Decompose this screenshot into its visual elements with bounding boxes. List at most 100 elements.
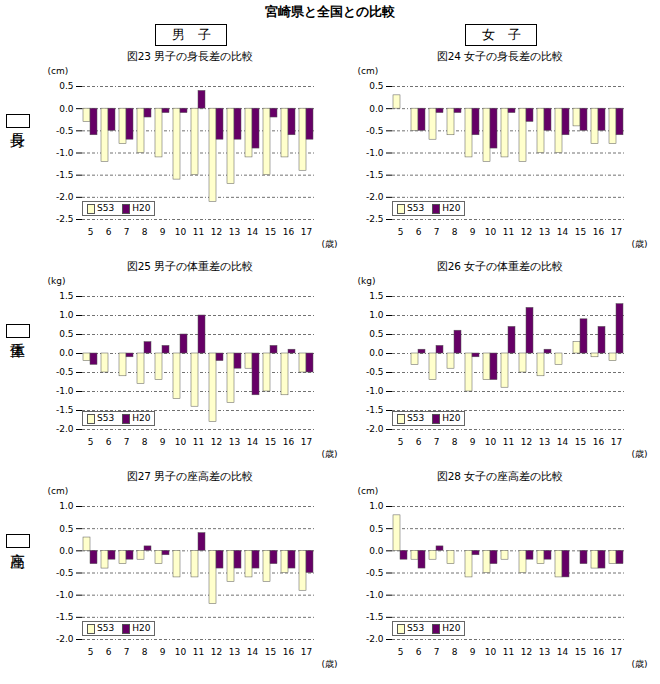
svg-text:15: 15 <box>265 437 276 447</box>
svg-text:(cm): (cm) <box>48 66 69 76</box>
svg-text:7: 7 <box>434 437 440 447</box>
svg-text:15: 15 <box>575 227 586 237</box>
svg-text:0.5: 0.5 <box>369 524 383 534</box>
svg-text:12: 12 <box>211 647 222 657</box>
svg-text:9: 9 <box>470 437 476 447</box>
svg-text:0.5: 0.5 <box>59 524 73 534</box>
svg-text:-2.0: -2.0 <box>56 424 74 434</box>
svg-text:-0.5: -0.5 <box>366 126 384 136</box>
svg-text:10: 10 <box>485 227 497 237</box>
svg-text:-2.0: -2.0 <box>366 192 384 202</box>
svg-text:17: 17 <box>301 647 312 657</box>
svg-text:15: 15 <box>575 437 586 447</box>
svg-text:13: 13 <box>229 437 240 447</box>
svg-text:1.0: 1.0 <box>59 310 74 320</box>
svg-text:-0.5: -0.5 <box>366 367 384 377</box>
svg-text:16: 16 <box>283 647 295 657</box>
svg-text:14: 14 <box>247 437 259 447</box>
svg-text:8: 8 <box>452 647 458 657</box>
svg-text:17: 17 <box>611 227 622 237</box>
svg-text:14: 14 <box>557 647 569 657</box>
svg-text:(歳): (歳) <box>631 659 647 669</box>
svg-text:10: 10 <box>485 437 497 447</box>
svg-text:-2.5: -2.5 <box>366 214 384 224</box>
svg-text:5: 5 <box>398 647 404 657</box>
svg-text:5: 5 <box>398 227 404 237</box>
svg-text:11: 11 <box>503 227 514 237</box>
svg-text:1.5: 1.5 <box>369 291 383 301</box>
svg-text:10: 10 <box>175 227 187 237</box>
svg-text:-1.5: -1.5 <box>56 612 74 622</box>
svg-text:16: 16 <box>593 437 605 447</box>
svg-text:-1.0: -1.0 <box>56 590 74 600</box>
svg-text:-2.0: -2.0 <box>366 424 384 434</box>
svg-text:(歳): (歳) <box>631 449 647 459</box>
svg-text:6: 6 <box>416 647 422 657</box>
svg-text:-0.5: -0.5 <box>56 126 74 136</box>
svg-text:1.0: 1.0 <box>369 310 384 320</box>
svg-text:14: 14 <box>247 227 259 237</box>
svg-text:11: 11 <box>503 437 514 447</box>
svg-text:8: 8 <box>142 647 148 657</box>
svg-text:(cm): (cm) <box>48 486 69 496</box>
svg-text:5: 5 <box>88 437 94 447</box>
svg-text:16: 16 <box>283 437 295 447</box>
svg-text:11: 11 <box>193 227 204 237</box>
svg-text:-2.0: -2.0 <box>366 634 384 644</box>
svg-text:9: 9 <box>160 647 166 657</box>
svg-text:-1.0: -1.0 <box>56 148 74 158</box>
svg-text:17: 17 <box>301 227 312 237</box>
svg-text:5: 5 <box>88 647 94 657</box>
svg-text:0.5: 0.5 <box>59 329 73 339</box>
svg-text:-1.5: -1.5 <box>56 170 74 180</box>
svg-text:6: 6 <box>416 227 422 237</box>
svg-text:13: 13 <box>229 647 240 657</box>
svg-text:9: 9 <box>160 227 166 237</box>
svg-text:13: 13 <box>229 227 240 237</box>
svg-text:-0.5: -0.5 <box>56 367 74 377</box>
svg-text:17: 17 <box>301 437 312 447</box>
svg-text:10: 10 <box>175 647 187 657</box>
svg-text:16: 16 <box>593 227 605 237</box>
svg-text:15: 15 <box>265 227 276 237</box>
svg-text:0.0: 0.0 <box>369 348 384 358</box>
svg-text:0.5: 0.5 <box>369 329 383 339</box>
svg-text:14: 14 <box>247 647 259 657</box>
svg-text:7: 7 <box>124 227 130 237</box>
svg-text:0.0: 0.0 <box>59 348 74 358</box>
svg-text:0.0: 0.0 <box>369 104 384 114</box>
svg-text:9: 9 <box>470 227 476 237</box>
svg-text:5: 5 <box>88 227 94 237</box>
svg-text:0.5: 0.5 <box>369 81 383 91</box>
svg-text:15: 15 <box>575 647 586 657</box>
svg-text:11: 11 <box>503 647 514 657</box>
svg-text:7: 7 <box>124 647 130 657</box>
svg-text:(cm): (cm) <box>358 486 379 496</box>
svg-text:-1.0: -1.0 <box>366 386 384 396</box>
svg-text:-0.5: -0.5 <box>56 568 74 578</box>
svg-text:-2.5: -2.5 <box>56 214 74 224</box>
svg-text:7: 7 <box>434 647 440 657</box>
svg-text:8: 8 <box>452 227 458 237</box>
svg-text:17: 17 <box>611 647 622 657</box>
svg-text:6: 6 <box>106 647 112 657</box>
svg-text:7: 7 <box>434 227 440 237</box>
svg-text:9: 9 <box>470 647 476 657</box>
svg-text:17: 17 <box>611 437 622 447</box>
svg-text:-1.5: -1.5 <box>366 612 384 622</box>
svg-text:15: 15 <box>265 647 276 657</box>
svg-text:5: 5 <box>398 437 404 447</box>
svg-text:1.0: 1.0 <box>369 501 384 511</box>
svg-text:7: 7 <box>124 437 130 447</box>
svg-text:14: 14 <box>557 437 569 447</box>
svg-text:8: 8 <box>142 227 148 237</box>
svg-text:6: 6 <box>106 437 112 447</box>
svg-text:-0.5: -0.5 <box>366 568 384 578</box>
svg-text:11: 11 <box>193 437 204 447</box>
svg-text:(歳): (歳) <box>321 659 337 669</box>
svg-text:16: 16 <box>593 647 605 657</box>
svg-text:(kg): (kg) <box>48 276 66 286</box>
svg-text:13: 13 <box>539 647 550 657</box>
svg-text:(cm): (cm) <box>358 66 379 76</box>
svg-text:-1.5: -1.5 <box>56 405 74 415</box>
